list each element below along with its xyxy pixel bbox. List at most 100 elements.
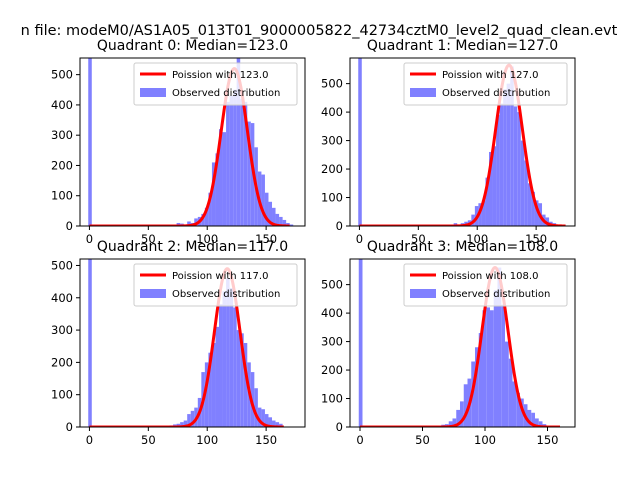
- y-tick-label: 400: [321, 306, 343, 320]
- histogram-bar: [268, 417, 273, 427]
- y-tick-label: 300: [321, 335, 343, 349]
- histogram-bar: [538, 421, 543, 427]
- y-tick-label: 0: [66, 219, 73, 233]
- x-tick-label: 150: [525, 232, 547, 246]
- histogram-bar: [88, 259, 92, 427]
- histogram-bar: [264, 192, 269, 226]
- legend-label-observed: Observed distribution: [442, 88, 550, 99]
- histogram-bar: [229, 95, 234, 226]
- histogram-bar: [527, 409, 532, 427]
- histogram-bar: [254, 388, 258, 427]
- y-tick-label: 100: [321, 191, 343, 205]
- legend-bar-swatch: [410, 289, 436, 298]
- x-tick-label: 0: [86, 433, 93, 447]
- histogram-bar: [478, 333, 483, 427]
- histogram-bar: [219, 129, 223, 226]
- histogram-bar: [219, 304, 223, 427]
- histogram-bar: [496, 114, 500, 226]
- histogram-bar: [222, 291, 227, 427]
- x-tick-label: 100: [196, 232, 218, 246]
- histogram-bar: [204, 207, 209, 226]
- quadrant-0-panel: 0 50 100 150 0 100 200 300 400 500 Quadrant 0: Med…: [51, 38, 306, 246]
- y-tick-label: 400: [51, 291, 73, 305]
- legend-box: [403, 62, 568, 106]
- legend: Poission with 123.0 Observed distribution: [133, 62, 298, 106]
- histogram-bar: [358, 58, 362, 226]
- histogram-bar: [499, 103, 504, 226]
- poisson-curve: [359, 266, 561, 427]
- histogram-bar: [279, 216, 283, 226]
- histogram-bar: [279, 423, 283, 427]
- histogram-bar: [176, 423, 181, 427]
- x-tick-label: 50: [141, 433, 156, 447]
- legend-box: [403, 263, 568, 307]
- histogram-bar: [201, 213, 205, 226]
- histogram-bar: [240, 98, 244, 226]
- histogram-bar: [208, 352, 212, 427]
- histogram-bar: [215, 153, 220, 226]
- y-tick-label: 100: [51, 189, 73, 203]
- x-tick-label: 50: [411, 232, 426, 246]
- histogram-bar: [506, 83, 511, 226]
- legend-label-observed: Observed distribution: [172, 289, 280, 300]
- histogram-bar: [531, 191, 535, 226]
- histogram-bar: [456, 409, 460, 427]
- plot-area: [358, 58, 567, 226]
- histogram-bar: [247, 121, 251, 226]
- y-tick-label: 200: [321, 162, 343, 176]
- axes-frame: [349, 57, 576, 227]
- histogram-bar: [208, 192, 212, 226]
- x-tick-label: 50: [415, 433, 430, 447]
- x-tick-label: 100: [196, 433, 218, 447]
- histogram-bar: [492, 146, 497, 226]
- legend-label-poisson: Poission with 108.0: [442, 271, 538, 282]
- y-tick-label: 500: [51, 258, 73, 272]
- y-tick-label: 400: [51, 98, 73, 112]
- figure-title: n file: modeM0/AS1A05_013T01_9000005822_…: [21, 23, 618, 39]
- histogram-bar: [261, 409, 265, 427]
- legend: Poission with 127.0 Observed distribution: [403, 62, 568, 106]
- histogram-bar: [517, 112, 521, 226]
- plot-area: [358, 259, 561, 427]
- legend-bar-swatch: [140, 88, 166, 97]
- histogram-bar: [275, 213, 280, 226]
- legend-bar-swatch: [140, 289, 166, 298]
- y-tick-label: 100: [321, 392, 343, 406]
- histogram-bar: [272, 420, 276, 427]
- histogram-bar: [233, 89, 237, 226]
- histogram-bar: [475, 347, 479, 427]
- x-tick-label: 100: [466, 232, 488, 246]
- histogram-bar: [535, 418, 539, 427]
- histogram-bar: [545, 217, 550, 226]
- histogram-bar: [463, 384, 468, 427]
- histogram-bar: [236, 58, 241, 226]
- histogram-bar: [233, 307, 237, 427]
- histogram-bar: [531, 412, 535, 427]
- histogram-bar: [490, 310, 494, 427]
- quadrant-2-panel: 0 50 100 150 0 100 200 300 400 500 Quadrant 2: Med…: [51, 239, 306, 447]
- y-tick-label: 300: [321, 134, 343, 148]
- legend: Poission with 108.0 Observed distribution: [403, 263, 568, 307]
- histogram-bar: [226, 101, 230, 226]
- histogram-bar: [493, 290, 498, 427]
- histogram-bar: [240, 333, 244, 427]
- histogram-bar: [524, 160, 528, 226]
- histogram-bar: [520, 398, 524, 427]
- legend-box: [133, 263, 298, 307]
- panel-title: Quadrant 1: Median=127.0: [367, 38, 558, 54]
- histogram-bar: [448, 421, 453, 427]
- histogram-bar: [272, 207, 276, 226]
- histogram-bar: [513, 106, 518, 226]
- quadrant-1-panel: 0 50 100 150 0 100 200 300 400 500 Quadrant 1: Med…: [321, 38, 576, 246]
- histogram-bar: [510, 66, 514, 226]
- y-tick-label: 0: [336, 420, 343, 434]
- histogram-bar: [243, 101, 248, 226]
- histogram-bar: [236, 330, 241, 427]
- panel-title: Quadrant 3: Median=108.0: [367, 239, 558, 255]
- histogram-bar: [482, 310, 487, 427]
- x-tick-label: 50: [141, 232, 156, 246]
- histogram-bar: [222, 132, 227, 226]
- histogram-bar: [452, 418, 457, 427]
- histogram-bar: [211, 343, 216, 427]
